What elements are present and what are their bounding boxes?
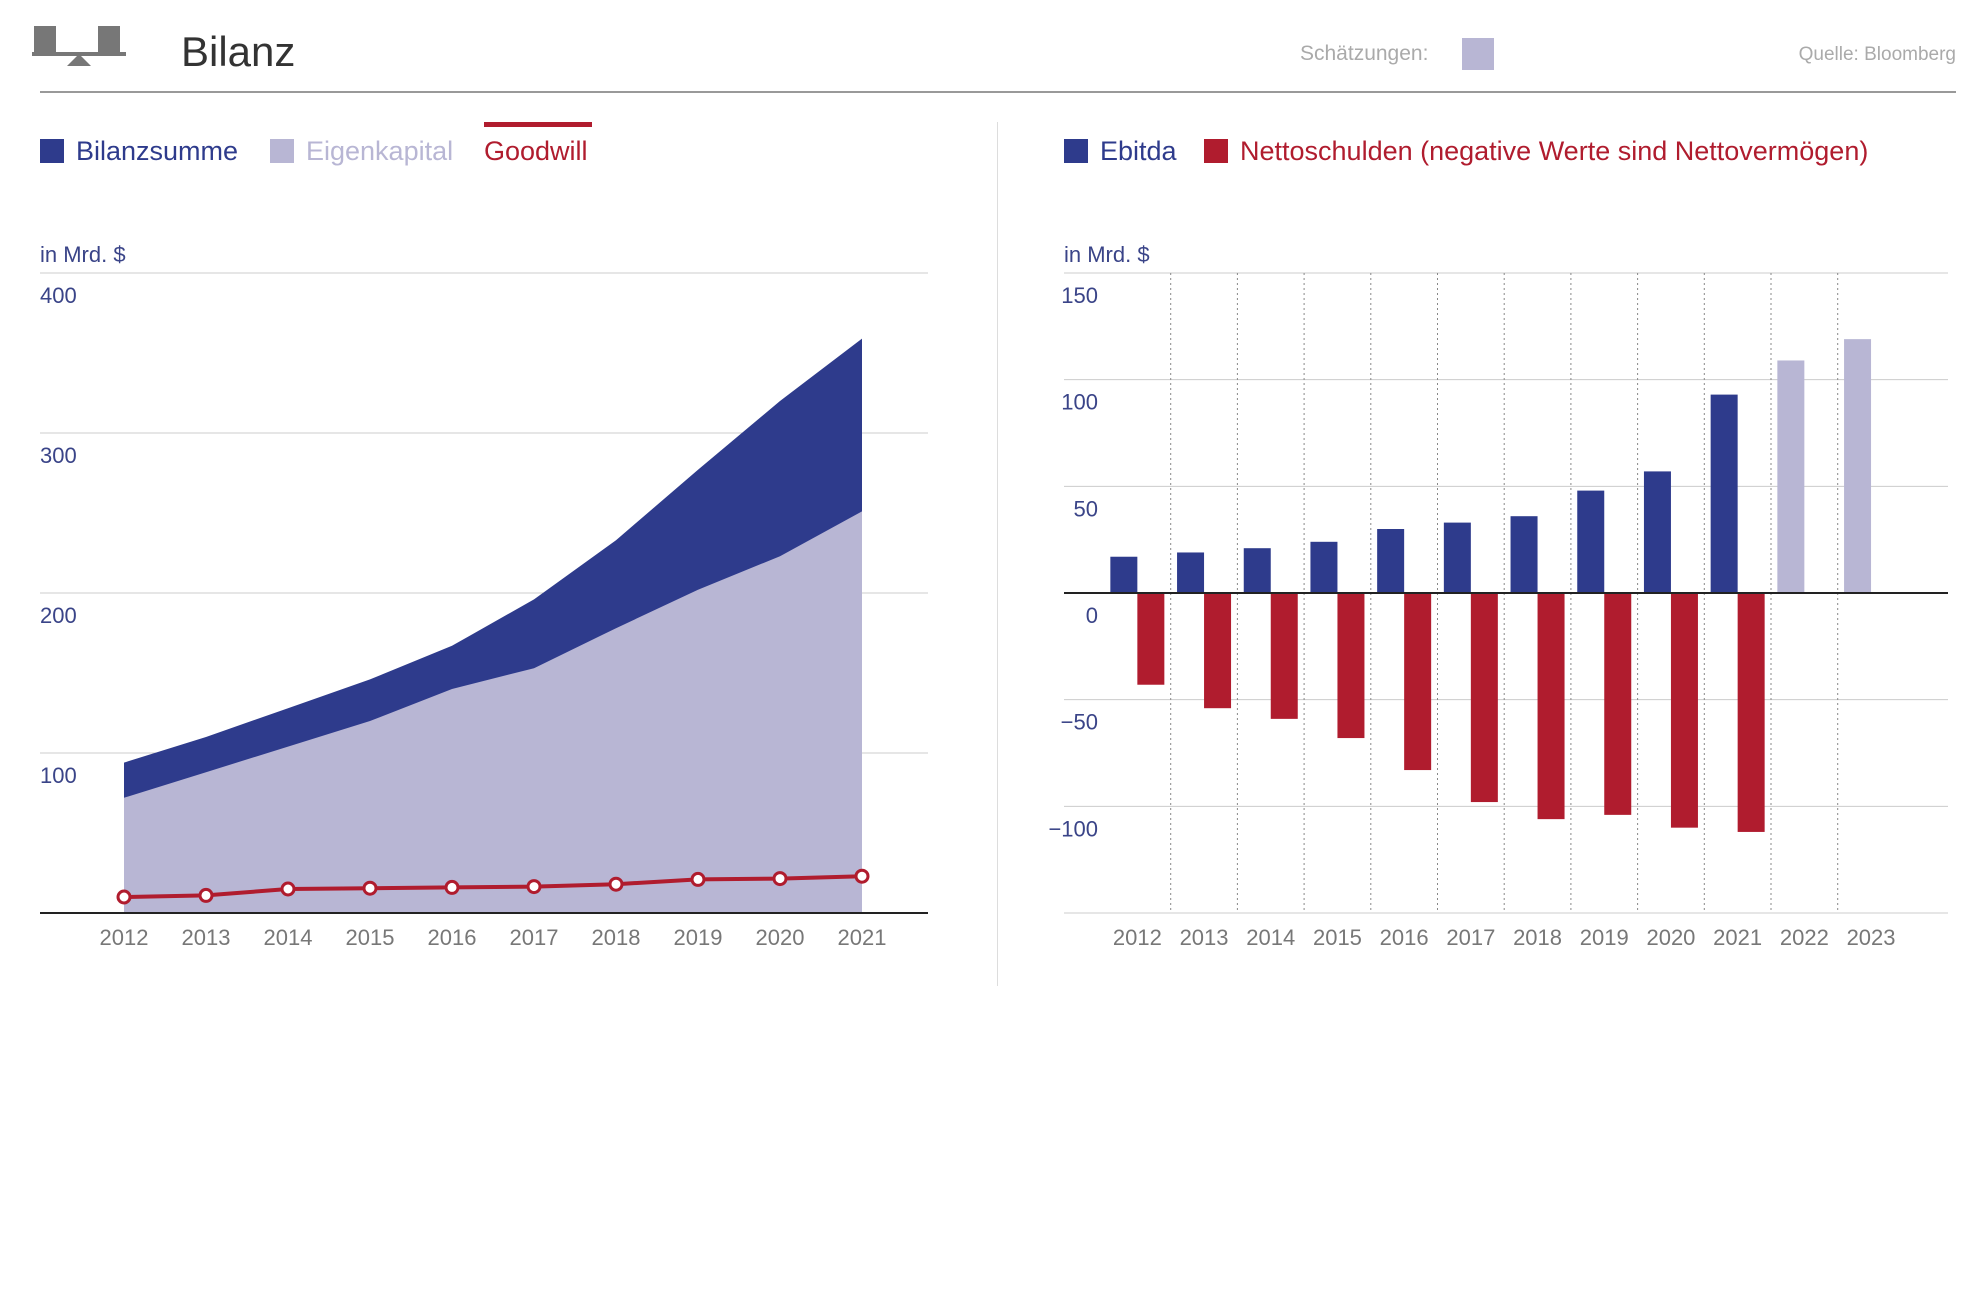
y-axis-label: in Mrd. $ [40, 242, 126, 267]
y-tick-label-400: 400 [40, 283, 77, 308]
y-tick-label-3: 0 [1086, 603, 1098, 628]
legend-label-goodwill: Goodwill [484, 136, 588, 166]
x-tick-label-2014: 2014 [264, 925, 313, 950]
line-goodwill [123, 874, 863, 899]
y-tick-label-300: 300 [40, 443, 77, 468]
bilanz-area-chart: in Mrd. $ 100 200 300 400 2012 2013 2014 2015 201… [40, 242, 928, 950]
x-tick-label-2015: 2015 [1313, 925, 1362, 950]
estimates-label: Schätzungen: [1300, 42, 1429, 65]
ebitda-bar-2020 [1643, 471, 1671, 593]
ebitda-bar-2022 [1777, 360, 1805, 593]
x-tick-label-2020: 2020 [1646, 925, 1695, 950]
legend-left: Bilanzsumme Eigenkapital Goodwill [40, 122, 940, 174]
y-tick-label-100: 100 [40, 763, 77, 788]
ebitda-nettoschulden-bar-chart: in Mrd. $ 150 100 50 0 −50 −100 2012 2013 2014 201… [1048, 242, 1948, 950]
x-tick-label-2015: 2015 [346, 925, 395, 950]
legend-label-eigenkapital: Eigenkapital [306, 136, 454, 166]
legend-label-bilanzsumme: Bilanzsumme [76, 136, 239, 166]
x-tick-label-2022: 2022 [1780, 925, 1829, 950]
y-tick-label-4: −50 [1061, 710, 1098, 735]
nettoschulden-bar-2020 [1670, 593, 1698, 828]
nettoschulden-bar-2021 [1737, 593, 1765, 832]
x-tick-label-2021: 2021 [838, 925, 887, 950]
ebitda-bar-2019 [1577, 490, 1605, 593]
x-tick-label-2013: 2013 [1180, 925, 1229, 950]
x-tick-label-2017: 2017 [1446, 925, 1495, 950]
legend-swatch-ebitda [1064, 139, 1088, 163]
x-tick-label-2013: 2013 [182, 925, 231, 950]
x-tick-label-2023: 2023 [1847, 925, 1896, 950]
legend-right: Ebitda Nettoschulden (negative Werte sin… [1064, 134, 1964, 174]
nettoschulden-bar-2015 [1337, 593, 1365, 739]
panel-divider [997, 122, 998, 986]
x-tick-label-2017: 2017 [510, 925, 559, 950]
ebitda-bar-2021 [1710, 394, 1738, 593]
nettoschulden-bar-2013 [1204, 593, 1232, 709]
ebitda-bar-2015 [1310, 541, 1338, 593]
y-tick-label-0: 150 [1061, 283, 1098, 308]
y-tick-label-5: −100 [1048, 816, 1098, 841]
x-tick-label-2021: 2021 [1713, 925, 1762, 950]
nettoschulden-bar-2018 [1537, 593, 1565, 820]
y-tick-label-200: 200 [40, 603, 77, 628]
ebitda-bar-2016 [1377, 529, 1405, 593]
goodwill-point-2020 [772, 871, 788, 887]
nettoschulden-bar-2014 [1270, 593, 1298, 719]
legend-label-ebitda: Ebitda [1100, 136, 1177, 166]
goodwill-point-2017 [526, 879, 542, 895]
x-tick-label-2020: 2020 [756, 925, 805, 950]
page-title: Bilanz [181, 28, 296, 75]
legend-swatch-bilanzsumme [40, 139, 64, 163]
ebitda-bar-2018 [1510, 516, 1538, 593]
goodwill-point-2019 [690, 871, 706, 887]
goodwill-point-2015 [362, 880, 378, 896]
ebitda-bar-2023 [1844, 339, 1872, 593]
goodwill-point-2018 [608, 876, 624, 892]
ebitda-bar-2013 [1177, 552, 1205, 593]
goodwill-point-2012 [116, 889, 132, 905]
ebitda-bar-2012 [1110, 556, 1138, 593]
x-tick-label-2019: 2019 [674, 925, 723, 950]
nettoschulden-bar-2016 [1404, 593, 1432, 771]
ebitda-bar-2017 [1443, 522, 1471, 593]
x-tick-label-2018: 2018 [592, 925, 641, 950]
header: Bilanz Schätzungen: Quelle: Bloomberg [0, 0, 1988, 100]
x-tick-label-2016: 2016 [1380, 925, 1429, 950]
header-divider [40, 91, 1956, 93]
x-tick-label-2012: 2012 [1113, 925, 1162, 950]
y-axis-label: in Mrd. $ [1064, 242, 1150, 267]
legend-swatch-nettoschulden [1204, 139, 1228, 163]
goodwill-point-2021 [854, 868, 870, 884]
x-tick-label-2012: 2012 [100, 925, 149, 950]
goodwill-point-2014 [280, 881, 296, 897]
goodwill-point-2013 [198, 887, 214, 903]
area-eigenkapital [124, 511, 862, 913]
balance-scale-icon [32, 26, 126, 66]
y-tick-label-2: 50 [1074, 496, 1098, 521]
x-tick-label-2016: 2016 [428, 925, 477, 950]
x-tick-label-2018: 2018 [1513, 925, 1562, 950]
estimates-swatch [1462, 38, 1494, 70]
x-tick-label-2014: 2014 [1246, 925, 1295, 950]
ebitda-bar-2014 [1243, 548, 1271, 593]
x-tick-label-2019: 2019 [1580, 925, 1629, 950]
legend-swatch-eigenkapital [270, 139, 294, 163]
legend-line-goodwill [484, 122, 592, 127]
legend-label-nettoschulden: Nettoschulden (negative Werte sind Netto… [1240, 136, 1869, 166]
nettoschulden-bar-2017 [1470, 593, 1498, 803]
goodwill-point-2016 [444, 879, 460, 895]
nettoschulden-bar-2019 [1604, 593, 1632, 815]
y-tick-label-1: 100 [1061, 390, 1098, 415]
nettoschulden-bar-2012 [1137, 593, 1165, 685]
source-label: Quelle: Bloomberg [1798, 44, 1956, 65]
